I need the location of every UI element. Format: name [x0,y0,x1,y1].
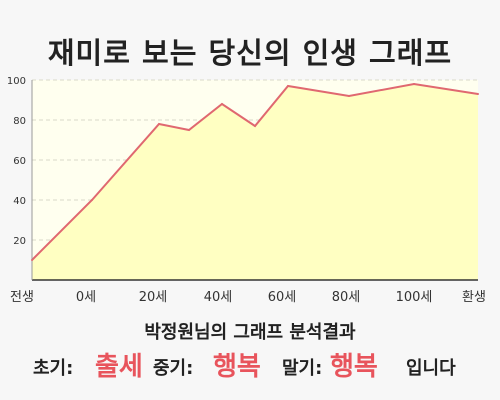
x-tick-6: 100세 [396,290,433,305]
result-suffix: 입니다 [406,358,456,379]
y-tick-labels: 20 40 60 80 100 [7,76,26,247]
y-tick-4: 100 [7,76,26,87]
data-point-6 [287,85,289,87]
early-label: 초기: [33,358,74,379]
data-point-4 [221,103,223,105]
x-tick-1: 0세 [76,290,96,305]
y-tick-2: 60 [13,156,26,167]
data-point-5 [254,125,256,127]
x-tick-3: 40세 [204,290,233,305]
x-tick-2: 20세 [139,290,168,305]
x-tick-7: 환생 [462,290,486,305]
data-point-9 [477,93,479,95]
life-graph-chart: 20 40 60 80 100 전생 0세 20세 40세 60세 80세 100세 환생 [7,76,486,305]
life-line [31,82,479,261]
analysis-result: 초기: 출세 중기: 행복 말기: 행복 입니다 [0,344,500,384]
chart-title: 재미로 보는 당신의 인생 그래프 [47,36,453,70]
mid-label: 중기: [153,358,194,379]
analysis-heading: 박정원님의 그래프 분석결과 [144,322,356,343]
y-tick-1: 40 [13,196,26,207]
y-tick-3: 80 [13,116,26,127]
early-value: 출세 [95,352,143,382]
data-point-3 [188,129,190,131]
data-point-0 [31,259,33,261]
late-value: 행복 [330,352,378,382]
data-point-1 [91,199,93,201]
x-tick-labels: 전생 0세 20세 40세 60세 80세 100세 환생 [10,290,486,305]
x-tick-4: 60세 [268,290,297,305]
late-label: 말기: [282,358,323,379]
data-point-8 [413,83,415,85]
x-tick-5: 80세 [332,290,361,305]
mid-value: 행복 [213,352,261,382]
x-tick-0: 전생 [10,290,34,305]
data-point-7 [348,95,350,97]
life-area-fill [32,84,478,280]
y-tick-0: 20 [13,236,26,247]
data-point-2 [158,123,160,125]
